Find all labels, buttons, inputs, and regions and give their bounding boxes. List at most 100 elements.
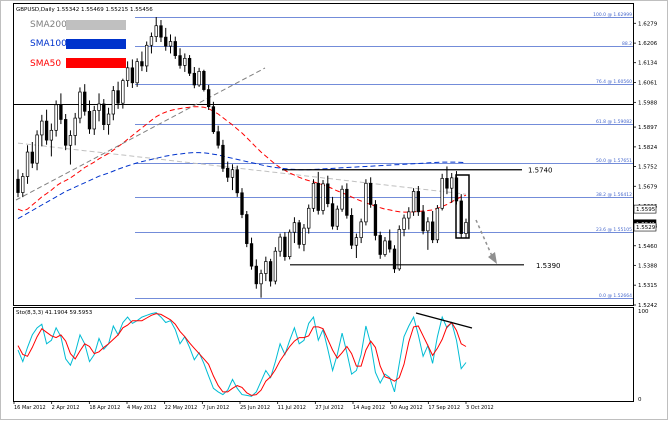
candle — [230, 169, 235, 178]
candle — [78, 91, 82, 119]
candle — [450, 177, 454, 189]
candle — [192, 72, 197, 86]
candle — [130, 67, 135, 84]
candle — [411, 191, 416, 213]
candle — [430, 221, 435, 241]
time-tick-label: 4 May 2012 — [127, 405, 156, 411]
trendline-layer — [15, 67, 266, 201]
legend-label-sma50: SMA50 — [30, 59, 61, 69]
fib-level-label: 0.0 @ 1.52664 — [599, 293, 632, 299]
price-tick-label: 1.5679 — [638, 184, 658, 190]
price-marker-label: 1.5529 — [636, 225, 656, 231]
candle — [388, 240, 392, 250]
candle — [211, 106, 216, 133]
candle — [135, 61, 139, 84]
fib-level-label: 50.0 @ 1.57651 — [596, 158, 632, 164]
candle — [259, 273, 263, 285]
candle — [202, 71, 206, 90]
candle — [378, 235, 382, 255]
candle — [369, 182, 373, 205]
candle — [268, 261, 273, 282]
candle — [21, 176, 25, 193]
candle — [197, 71, 201, 86]
candle — [140, 61, 144, 67]
candle — [226, 168, 230, 178]
candle — [25, 151, 30, 177]
fib-level-label: 88.2 — [622, 41, 632, 47]
price-tick-label: 1.5460 — [638, 244, 658, 250]
candle — [111, 90, 115, 115]
candle — [383, 240, 387, 255]
time-tick-label: 27 Jul 2012 — [315, 405, 343, 411]
candle — [273, 250, 278, 282]
candle — [278, 236, 282, 252]
candle — [416, 191, 421, 213]
projection-arrow-line — [475, 219, 493, 257]
candle — [445, 178, 449, 189]
price-tick-label: 1.5897 — [638, 125, 658, 131]
candle — [206, 89, 211, 108]
candle — [83, 91, 87, 112]
candle — [63, 119, 68, 146]
candle — [340, 188, 344, 210]
price-axis: 1.6279 1.6206 1.6134 1.6061 1.5988 1.5897 1.58… — [633, 21, 658, 309]
price-marker-label: 1.5595 — [636, 207, 656, 213]
candle — [321, 183, 325, 211]
price-tick-label: 1.5388 — [638, 263, 658, 269]
candle — [402, 217, 406, 230]
rising-trendline — [15, 67, 266, 201]
legend-swatch-sma100 — [66, 39, 126, 49]
price-marker-box — [633, 222, 657, 232]
candle — [121, 80, 125, 104]
candle — [335, 208, 339, 227]
candle — [44, 120, 49, 141]
time-axis: 16 Mar 2012 2 Apr 2012 18 Apr 2012 4 May 20… — [13, 401, 494, 411]
time-tick-label: 2 Apr 2012 — [52, 405, 80, 411]
time-tick-label: 30 Aug 2012 — [391, 405, 423, 411]
stoch-header: Sto(8,3,3) 41.1904 59.5953 — [16, 310, 93, 316]
time-tick-label: 3 Oct 2012 — [466, 405, 494, 411]
fibonacci-layer: 100.0 @ 1.62999 88.2 76.4 @ 1.60560 61.8 @ … — [135, 12, 633, 299]
fib-level-label: 38.2 @ 1.56412 — [596, 192, 632, 198]
candle — [287, 231, 292, 257]
candle — [459, 200, 463, 234]
candle — [178, 55, 182, 66]
resistance-label: 1.5740 — [528, 167, 553, 175]
candle — [173, 41, 177, 56]
candle — [116, 90, 120, 104]
candle — [183, 57, 187, 66]
annotation-layer: 1.5740 1.5390 — [282, 167, 561, 270]
projection-arrow-head — [488, 252, 497, 264]
candlestick-layer — [16, 17, 468, 298]
candle — [359, 221, 363, 238]
ma-legend: SMA200 SMA100 SMA50 — [30, 20, 126, 69]
time-tick-label: 14 Aug 2012 — [353, 405, 385, 411]
candle — [49, 129, 54, 141]
sma50-line — [17, 106, 467, 213]
candle — [59, 104, 63, 120]
candle — [302, 227, 306, 245]
candle — [245, 214, 249, 244]
candle — [440, 178, 444, 209]
price-tick-label: 1.5315 — [638, 283, 658, 289]
legend-label-sma200: SMA200 — [30, 20, 67, 30]
candle — [354, 237, 359, 246]
time-tick-label: 17 Sep 2012 — [428, 405, 460, 411]
candle — [125, 67, 130, 81]
candle — [254, 265, 258, 285]
stochastic-layer: 100 0 — [17, 309, 649, 403]
candle — [30, 151, 34, 164]
candle — [464, 222, 468, 234]
candle — [373, 204, 378, 236]
time-tick-label: 11 Jul 2012 — [278, 405, 306, 411]
candle — [68, 135, 73, 146]
fib-level-label: 61.8 @ 1.59082 — [596, 119, 632, 125]
candle — [264, 261, 268, 274]
candle — [292, 222, 297, 233]
candle — [435, 207, 440, 241]
stoch-tick-100: 100 — [638, 309, 649, 315]
highlight-box — [455, 174, 470, 239]
candle — [73, 117, 77, 136]
candle — [421, 211, 425, 232]
